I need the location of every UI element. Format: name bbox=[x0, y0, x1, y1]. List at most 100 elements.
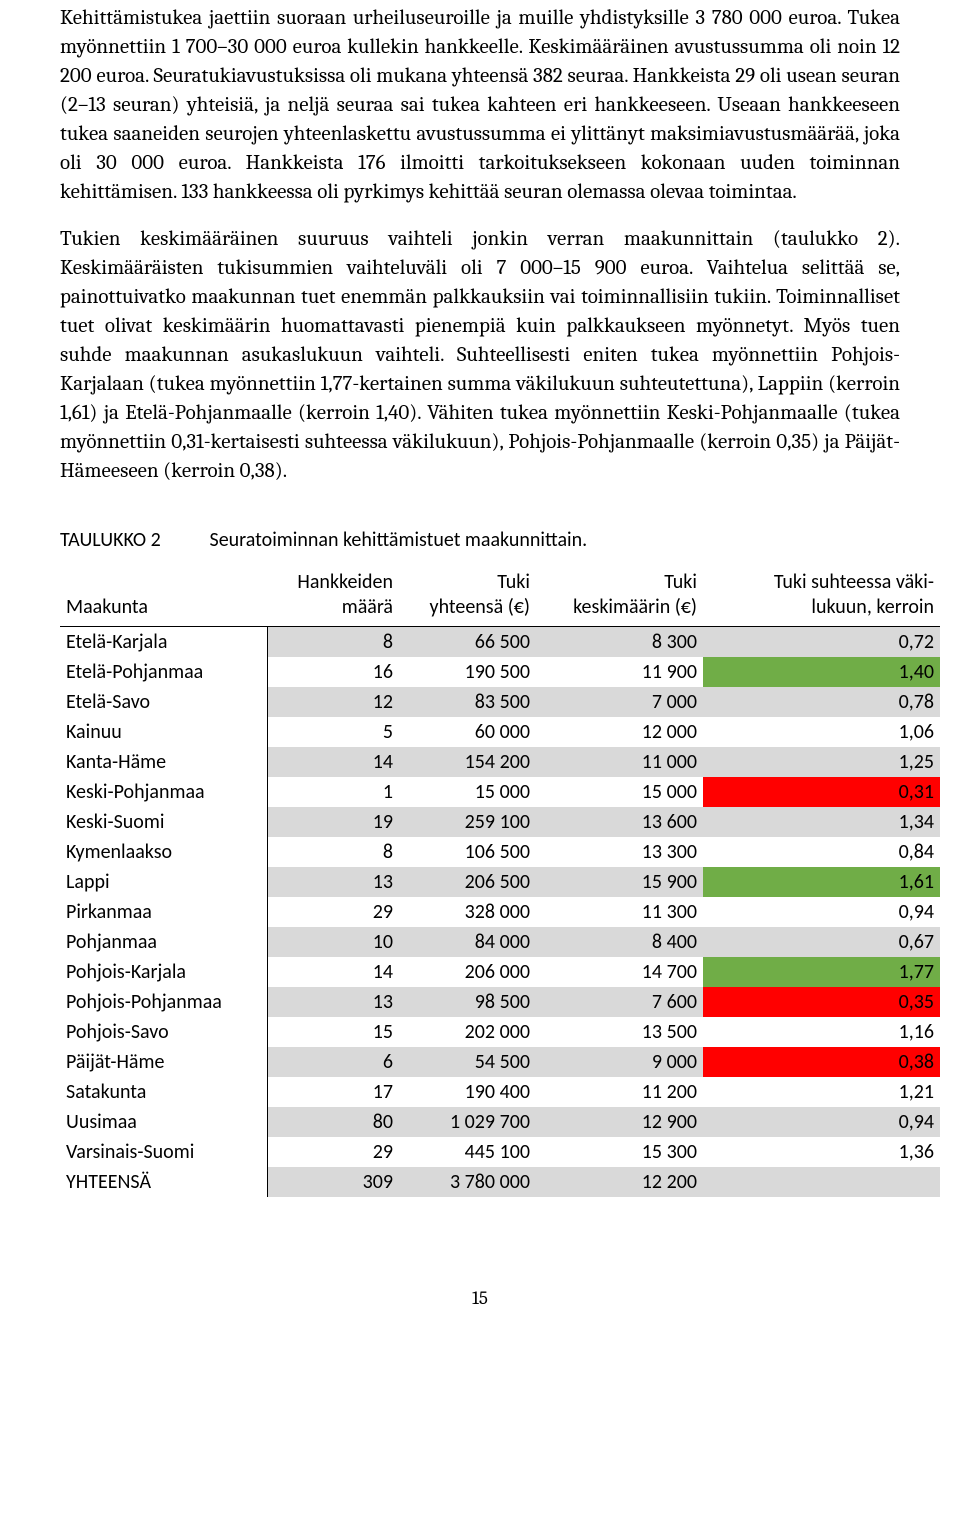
table-row: Pohjanmaa1084 0008 4000,67 bbox=[60, 927, 940, 957]
paragraph-1: Kehittämistukea jaettiin suoraan urheilu… bbox=[60, 4, 900, 207]
cell-count: 15 bbox=[267, 1017, 399, 1047]
cell-ratio: 0,72 bbox=[703, 626, 940, 657]
cell-count: 80 bbox=[267, 1107, 399, 1137]
cell-region: YHTEENSÄ bbox=[60, 1167, 267, 1197]
cell-total: 328 000 bbox=[399, 897, 536, 927]
cell-avg: 13 500 bbox=[536, 1017, 703, 1047]
table-row: Pohjois-Savo15202 00013 5001,16 bbox=[60, 1017, 940, 1047]
cell-total: 1 029 700 bbox=[399, 1107, 536, 1137]
table-row: Keski-Pohjanmaa115 00015 0000,31 bbox=[60, 777, 940, 807]
cell-ratio: 1,34 bbox=[703, 807, 940, 837]
cell-avg: 15 900 bbox=[536, 867, 703, 897]
cell-count: 1 bbox=[267, 777, 399, 807]
cell-region: Lappi bbox=[60, 867, 267, 897]
cell-count: 13 bbox=[267, 987, 399, 1017]
cell-total: 190 400 bbox=[399, 1077, 536, 1107]
cell-total: 15 000 bbox=[399, 777, 536, 807]
table-row: Päijät-Häme654 5009 0000,38 bbox=[60, 1047, 940, 1077]
cell-total: 206 000 bbox=[399, 957, 536, 987]
cell-count: 14 bbox=[267, 747, 399, 777]
cell-total: 54 500 bbox=[399, 1047, 536, 1077]
cell-ratio: 0,35 bbox=[703, 987, 940, 1017]
cell-ratio: 1,40 bbox=[703, 657, 940, 687]
cell-count: 6 bbox=[267, 1047, 399, 1077]
table-row: Pohjois-Pohjanmaa1398 5007 6000,35 bbox=[60, 987, 940, 1017]
cell-ratio: 0,94 bbox=[703, 1107, 940, 1137]
cell-ratio: 1,06 bbox=[703, 717, 940, 747]
data-table: Maakunta Hankkeiden määrä Tuki yhteensä … bbox=[60, 568, 940, 1197]
cell-region: Etelä-Karjala bbox=[60, 626, 267, 657]
cell-avg: 12 000 bbox=[536, 717, 703, 747]
cell-region: Kymenlaakso bbox=[60, 837, 267, 867]
cell-region: Pohjois-Pohjanmaa bbox=[60, 987, 267, 1017]
cell-count: 12 bbox=[267, 687, 399, 717]
cell-ratio: 0,38 bbox=[703, 1047, 940, 1077]
cell-avg: 12 900 bbox=[536, 1107, 703, 1137]
cell-total: 98 500 bbox=[399, 987, 536, 1017]
cell-region: Pohjanmaa bbox=[60, 927, 267, 957]
cell-region: Keski-Pohjanmaa bbox=[60, 777, 267, 807]
cell-region: Päijät-Häme bbox=[60, 1047, 267, 1077]
cell-avg: 7 600 bbox=[536, 987, 703, 1017]
cell-count: 13 bbox=[267, 867, 399, 897]
table-row: Varsinais-Suomi29445 10015 3001,36 bbox=[60, 1137, 940, 1167]
cell-total: 84 000 bbox=[399, 927, 536, 957]
header-count: Hankkeiden määrä bbox=[267, 568, 399, 627]
cell-avg: 14 700 bbox=[536, 957, 703, 987]
table-row: Etelä-Karjala866 5008 3000,72 bbox=[60, 626, 940, 657]
header-avg: Tuki keskimäärin (€) bbox=[536, 568, 703, 627]
cell-region: Pirkanmaa bbox=[60, 897, 267, 927]
cell-region: Pohjois-Savo bbox=[60, 1017, 267, 1047]
cell-count: 10 bbox=[267, 927, 399, 957]
header-total: Tuki yhteensä (€) bbox=[399, 568, 536, 627]
table-row: Etelä-Pohjanmaa16190 50011 9001,40 bbox=[60, 657, 940, 687]
body-text: Kehittämistukea jaettiin suoraan urheilu… bbox=[60, 4, 900, 486]
cell-count: 29 bbox=[267, 1137, 399, 1167]
cell-ratio: 1,77 bbox=[703, 957, 940, 987]
table-body: Etelä-Karjala866 5008 3000,72Etelä-Pohja… bbox=[60, 626, 940, 1197]
cell-region: Kanta-Häme bbox=[60, 747, 267, 777]
page-number: 15 bbox=[60, 1287, 900, 1309]
cell-count: 8 bbox=[267, 626, 399, 657]
cell-total: 60 000 bbox=[399, 717, 536, 747]
cell-avg: 11 900 bbox=[536, 657, 703, 687]
cell-count: 16 bbox=[267, 657, 399, 687]
table-row: Lappi13206 50015 9001,61 bbox=[60, 867, 940, 897]
table-row: Etelä-Savo1283 5007 0000,78 bbox=[60, 687, 940, 717]
cell-count: 5 bbox=[267, 717, 399, 747]
table-caption-text: Seuratoiminnan kehittämistuet maakunnitt… bbox=[210, 528, 588, 552]
cell-avg: 8 400 bbox=[536, 927, 703, 957]
cell-avg: 15 000 bbox=[536, 777, 703, 807]
cell-count: 8 bbox=[267, 837, 399, 867]
cell-total: 66 500 bbox=[399, 626, 536, 657]
cell-avg: 15 300 bbox=[536, 1137, 703, 1167]
cell-ratio bbox=[703, 1167, 940, 1197]
cell-region: Keski-Suomi bbox=[60, 807, 267, 837]
cell-count: 17 bbox=[267, 1077, 399, 1107]
cell-avg: 12 200 bbox=[536, 1167, 703, 1197]
cell-avg: 13 300 bbox=[536, 837, 703, 867]
cell-avg: 11 300 bbox=[536, 897, 703, 927]
cell-count: 19 bbox=[267, 807, 399, 837]
cell-avg: 9 000 bbox=[536, 1047, 703, 1077]
table-row: Kanta-Häme14154 20011 0001,25 bbox=[60, 747, 940, 777]
cell-ratio: 0,94 bbox=[703, 897, 940, 927]
cell-total: 154 200 bbox=[399, 747, 536, 777]
table-row: Kainuu560 00012 0001,06 bbox=[60, 717, 940, 747]
cell-ratio: 0,31 bbox=[703, 777, 940, 807]
cell-total: 190 500 bbox=[399, 657, 536, 687]
cell-avg: 7 000 bbox=[536, 687, 703, 717]
cell-ratio: 0,78 bbox=[703, 687, 940, 717]
cell-total: 106 500 bbox=[399, 837, 536, 867]
cell-count: 309 bbox=[267, 1167, 399, 1197]
cell-ratio: 0,67 bbox=[703, 927, 940, 957]
header-region: Maakunta bbox=[60, 568, 267, 627]
cell-region: Varsinais-Suomi bbox=[60, 1137, 267, 1167]
cell-total: 3 780 000 bbox=[399, 1167, 536, 1197]
cell-ratio: 0,84 bbox=[703, 837, 940, 867]
cell-region: Etelä-Pohjanmaa bbox=[60, 657, 267, 687]
cell-region: Pohjois-Karjala bbox=[60, 957, 267, 987]
cell-avg: 11 200 bbox=[536, 1077, 703, 1107]
paragraph-2: Tukien keskimääräinen suuruus vaihteli j… bbox=[60, 225, 900, 486]
cell-total: 206 500 bbox=[399, 867, 536, 897]
